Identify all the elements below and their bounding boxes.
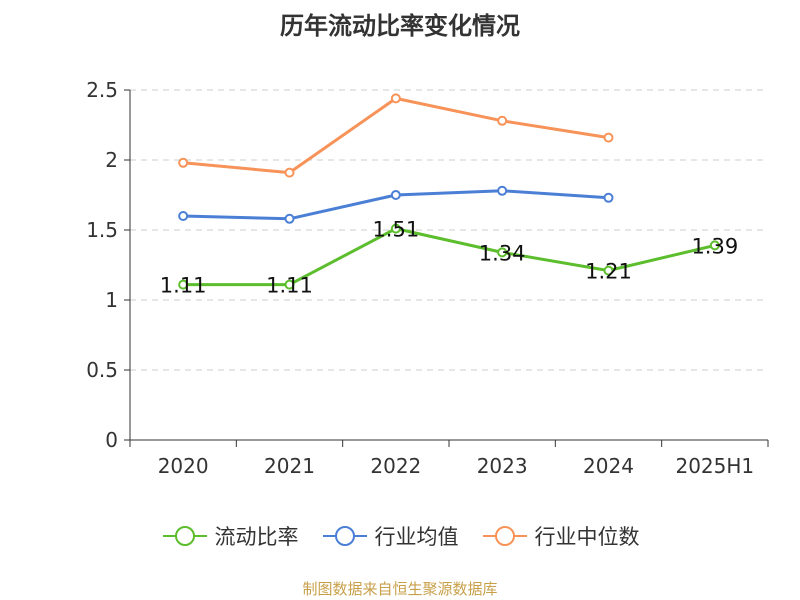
data-point-series-0 bbox=[284, 279, 295, 290]
data-label: 1.39 bbox=[691, 234, 738, 258]
data-point-series-1 bbox=[603, 192, 614, 203]
legend-marker-industry-median bbox=[482, 526, 527, 546]
data-label: 1.11 bbox=[266, 274, 313, 298]
legend: 流动比率 行业均值 行业中位数 bbox=[0, 518, 800, 554]
x-tick-label: 2020 bbox=[158, 454, 209, 478]
y-tick-label: 1 bbox=[105, 288, 118, 312]
y-tick-label: 0 bbox=[105, 428, 118, 452]
data-label: 1.21 bbox=[585, 260, 632, 284]
data-point-series-2 bbox=[284, 167, 295, 178]
legend-item-current-ratio[interactable]: 流动比率 bbox=[161, 521, 299, 551]
source-note: 制图数据来自恒生聚源数据库 bbox=[302, 580, 498, 598]
data-point-series-2 bbox=[603, 132, 614, 143]
data-label: 1.51 bbox=[372, 218, 419, 242]
data-point-series-0 bbox=[178, 279, 189, 290]
data-point-series-1 bbox=[497, 185, 508, 196]
data-point-series-0 bbox=[709, 240, 720, 251]
x-tick-label: 2023 bbox=[477, 454, 528, 478]
legend-label-industry-median: 行业中位数 bbox=[534, 525, 640, 549]
legend-marker-current-ratio bbox=[162, 526, 207, 546]
data-point-series-0 bbox=[390, 223, 401, 234]
data-point-series-1 bbox=[284, 213, 295, 224]
x-tick-label: 2022 bbox=[370, 454, 421, 478]
y-tick-label: 1.5 bbox=[86, 218, 118, 242]
data-label: 1.11 bbox=[160, 274, 207, 298]
data-point-series-1 bbox=[178, 211, 189, 221]
legend-label-current-ratio: 流动比率 bbox=[214, 525, 299, 549]
data-point-series-2 bbox=[390, 93, 401, 104]
x-tick-label: 2021 bbox=[264, 454, 315, 478]
data-point-series-1 bbox=[390, 190, 401, 200]
y-tick-label: 2 bbox=[105, 148, 118, 172]
data-point-series-2 bbox=[178, 157, 189, 168]
legend-marker-industry-mean bbox=[322, 526, 367, 546]
x-tick-label: 2024 bbox=[583, 454, 634, 478]
legend-item-industry-mean[interactable]: 行业均值 bbox=[321, 521, 459, 551]
data-label: 1.34 bbox=[479, 241, 526, 265]
y-tick-label: 0.5 bbox=[86, 358, 118, 382]
data-point-series-0 bbox=[497, 247, 508, 258]
y-tick-label: 2.5 bbox=[86, 78, 118, 102]
data-point-series-2 bbox=[497, 115, 508, 126]
legend-item-industry-median[interactable]: 行业中位数 bbox=[481, 521, 640, 551]
series-line-0 bbox=[183, 227, 716, 287]
chart-title: 历年流动比率变化情况 bbox=[280, 12, 520, 40]
data-point-series-0 bbox=[603, 265, 614, 276]
x-tick-label: 2025H1 bbox=[675, 454, 754, 478]
legend-label-industry-mean: 行业均值 bbox=[374, 525, 459, 549]
series-line-2 bbox=[183, 96, 609, 175]
